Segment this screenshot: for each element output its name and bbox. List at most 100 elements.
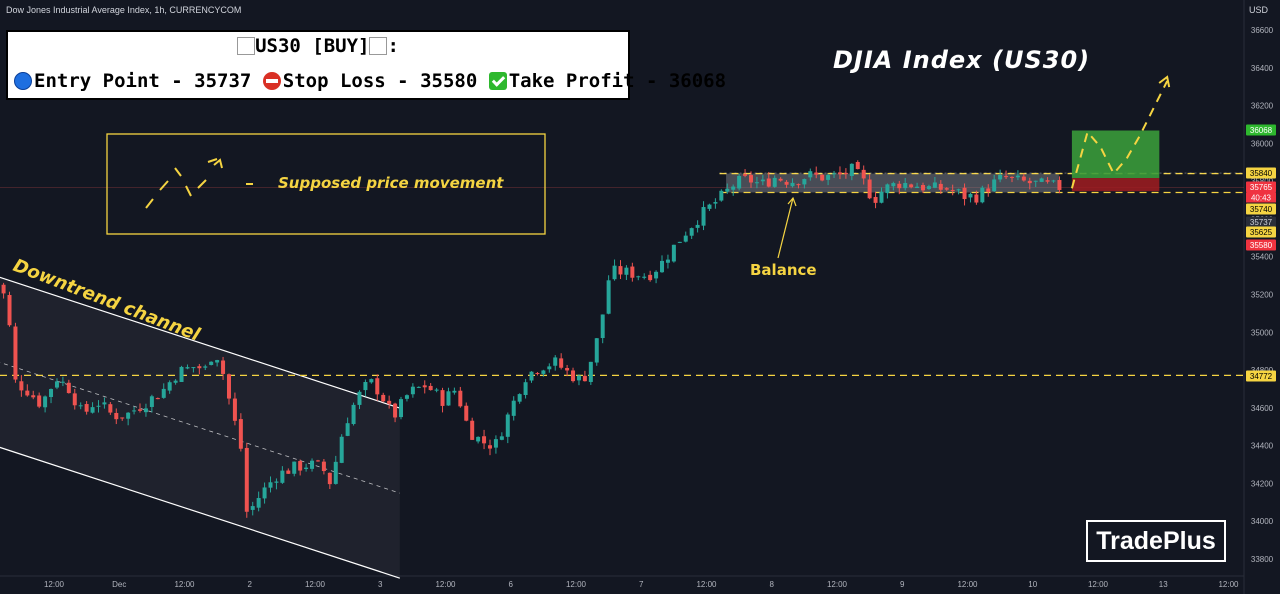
candle-bearish	[986, 188, 991, 193]
candle-bearish	[72, 393, 77, 406]
candle-bearish	[944, 188, 949, 190]
candle-bearish	[108, 404, 113, 413]
candle-bullish	[665, 259, 670, 263]
candle-bullish	[173, 380, 178, 383]
blue-circle-icon	[14, 72, 32, 90]
candle-bullish	[576, 375, 581, 381]
time-tick-label: 12:00	[1088, 580, 1109, 589]
candle-bullish	[292, 461, 297, 474]
candle-bullish	[903, 182, 908, 189]
time-tick-label: 2	[248, 580, 253, 589]
candle-bearish	[428, 385, 433, 391]
candle-bearish	[19, 381, 24, 391]
candle-bearish	[921, 185, 926, 191]
candle-bearish	[84, 404, 89, 412]
candle-bearish	[1009, 176, 1014, 178]
brand-logo: TradePlus	[1086, 520, 1226, 562]
candle-bearish	[1004, 176, 1009, 178]
candle-bullish	[772, 177, 777, 187]
time-tick-label: 12:00	[1218, 580, 1239, 589]
candle-bearish	[837, 172, 842, 175]
candle-bullish	[256, 498, 261, 508]
candle-bullish	[1039, 178, 1044, 182]
projected-arrowhead	[1158, 75, 1171, 88]
candle-bullish	[511, 400, 516, 416]
candle-bearish	[950, 189, 955, 191]
candle-bullish	[671, 244, 676, 262]
price-badge: 35840	[1250, 169, 1273, 178]
price-badge-bg	[1246, 226, 1276, 238]
time-tick-label: 3	[378, 580, 383, 589]
candle-bullish	[600, 314, 605, 339]
candle-bullish	[926, 186, 931, 189]
candle-bullish	[636, 276, 641, 278]
candle-bullish	[446, 391, 451, 406]
candle-bearish	[315, 460, 320, 462]
time-tick-label: 12:00	[696, 580, 717, 589]
candle-bearish	[487, 445, 492, 449]
price-badge-bg	[1246, 370, 1276, 382]
candle-bullish	[1015, 175, 1020, 178]
candle-bearish	[226, 374, 231, 399]
candle-bearish	[814, 172, 819, 175]
candle-bullish	[915, 186, 920, 189]
signal-levels: Entry Point - 35737 Stop Loss - 35580 Ta…	[14, 70, 726, 92]
candle-bearish	[286, 470, 291, 474]
countdown-badge: 40:43	[1251, 194, 1272, 203]
candle-bullish	[54, 381, 59, 388]
candle-bullish	[885, 184, 890, 194]
candle-bearish	[155, 398, 160, 400]
candle-bullish	[404, 395, 409, 399]
time-tick-label: 6	[509, 580, 514, 589]
candle-bearish	[327, 472, 332, 485]
price-badge-bg	[1246, 239, 1276, 251]
candle-bullish	[547, 366, 552, 370]
candle-bearish	[974, 194, 979, 203]
candle-bullish	[998, 174, 1003, 180]
price-badge: 35625	[1250, 228, 1273, 237]
candle-bearish	[784, 181, 789, 185]
candle-bullish	[594, 338, 599, 363]
candle-bullish	[363, 382, 368, 391]
time-tick-label: 10	[1028, 580, 1037, 589]
signal-colon: :	[387, 35, 399, 57]
candle-bullish	[826, 175, 831, 180]
candle-bearish	[867, 179, 872, 199]
candle-bearish	[238, 419, 243, 449]
symbol-title: Dow Jones Industrial Average Index, 1h, …	[6, 5, 242, 15]
candle-bullish	[932, 182, 937, 188]
candle-bullish	[161, 388, 166, 398]
candle-bullish	[517, 394, 522, 402]
candle-bearish	[387, 400, 392, 404]
channel-fill	[0, 277, 400, 579]
price-badge: 34772	[1250, 372, 1273, 381]
candle-bullish	[701, 207, 706, 226]
candle-bullish	[96, 405, 101, 407]
candle-bullish	[725, 188, 730, 192]
candle-bullish	[523, 382, 528, 396]
candle-bearish	[66, 382, 71, 394]
candle-bullish	[49, 389, 54, 398]
candle-bearish	[31, 395, 36, 398]
price-tick-label: 35400	[1251, 253, 1274, 262]
candle-bullish	[891, 183, 896, 187]
stop-loss-zone	[1071, 178, 1160, 192]
candle-bullish	[1051, 180, 1056, 182]
price-tick-label: 33800	[1251, 555, 1274, 564]
price-tick-label: 34200	[1251, 479, 1274, 488]
candle-bullish	[731, 186, 736, 190]
candle-bullish	[689, 228, 694, 236]
candle-bullish	[879, 191, 884, 203]
candle-bullish	[642, 276, 647, 278]
candle-bearish	[458, 390, 463, 407]
candle-bullish	[369, 379, 374, 383]
balance-arrowhead	[787, 196, 797, 207]
candle-bearish	[375, 378, 380, 395]
candle-bearish	[873, 196, 878, 203]
candle-bullish	[304, 467, 309, 470]
time-tick-label: 13	[1159, 580, 1168, 589]
time-tick-label: 12:00	[827, 580, 848, 589]
candle-bearish	[440, 390, 445, 406]
candle-bullish	[310, 460, 315, 469]
